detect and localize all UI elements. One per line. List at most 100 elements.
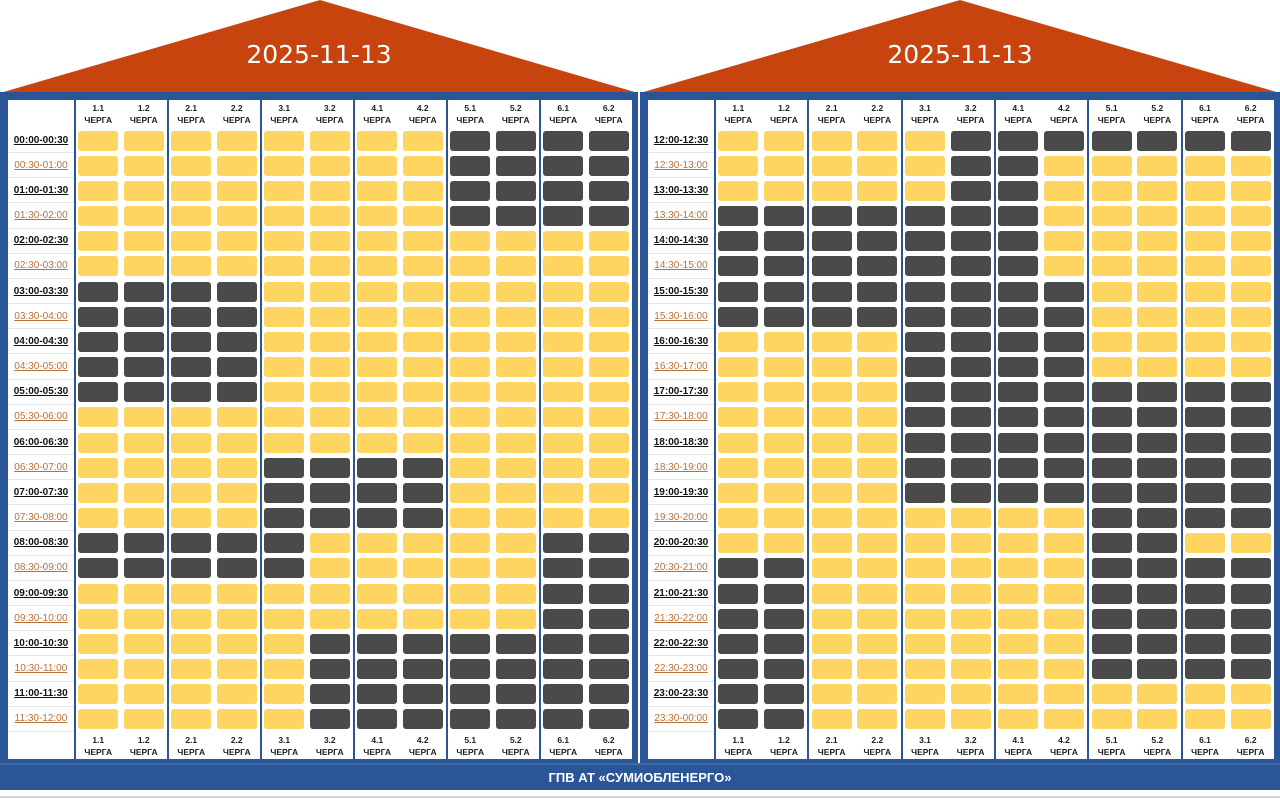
schedule-cell bbox=[1134, 581, 1181, 606]
time-slot-link[interactable]: 23:00-23:30 bbox=[648, 682, 714, 707]
time-slot-link[interactable]: 01:30-02:00 bbox=[8, 203, 74, 229]
time-slot-link[interactable]: 07:00-07:30 bbox=[8, 480, 74, 506]
time-slot-link[interactable]: 04:30-05:00 bbox=[8, 354, 74, 380]
time-slot-link[interactable]: 06:00-06:30 bbox=[8, 430, 74, 456]
time-slot-link[interactable]: 18:00-18:30 bbox=[648, 430, 714, 456]
time-slot-link[interactable]: 08:30-09:00 bbox=[8, 556, 74, 581]
time-slot-link[interactable]: 23:30-00:00 bbox=[648, 707, 714, 732]
schedule-cell bbox=[1180, 228, 1228, 254]
time-slot-link[interactable]: 00:30-01:00 bbox=[8, 153, 74, 179]
time-slot-link[interactable]: 09:00-09:30 bbox=[8, 581, 74, 607]
schedule-cell bbox=[446, 278, 493, 305]
time-slot-link[interactable]: 13:00-13:30 bbox=[648, 178, 714, 204]
time-slot-link[interactable]: 21:00-21:30 bbox=[648, 581, 714, 607]
queue-label: ЧЕРГА bbox=[270, 115, 299, 125]
power-on-block bbox=[811, 558, 852, 579]
time-slot-link[interactable]: 07:30-08:00 bbox=[8, 505, 74, 531]
roof-shape bbox=[0, 0, 638, 93]
queue-number: 3.1 bbox=[278, 103, 291, 113]
time-slot-link[interactable]: 00:00-00:30 bbox=[8, 128, 74, 154]
power-on-block bbox=[123, 155, 164, 176]
queue-label: ЧЕРГА bbox=[501, 746, 530, 757]
time-slot-link[interactable]: 20:00-20:30 bbox=[648, 531, 714, 556]
outage-block bbox=[1137, 608, 1178, 629]
power-on-block bbox=[543, 281, 584, 302]
time-slot-link[interactable]: 14:00-14:30 bbox=[648, 229, 714, 254]
time-slot-link[interactable]: 10:00-10:30 bbox=[8, 631, 74, 657]
schedule-cell bbox=[539, 228, 586, 254]
outage-block bbox=[402, 709, 443, 730]
time-slot-link[interactable]: 06:30-07:00 bbox=[8, 455, 74, 481]
time-slot-link[interactable]: 02:00-02:30 bbox=[8, 229, 74, 254]
outage-block bbox=[950, 155, 991, 176]
time-slot-link[interactable]: 21:30-22:00 bbox=[648, 606, 714, 632]
queue-number: 5.1 bbox=[1105, 734, 1118, 745]
time-slot-link[interactable]: 18:30-19:00 bbox=[648, 455, 714, 481]
power-on-block bbox=[904, 533, 945, 554]
schedule-cell bbox=[307, 631, 354, 656]
time-slot-link[interactable]: 15:30-16:00 bbox=[648, 304, 714, 330]
queue-header-top: 4.2 ЧЕРГА bbox=[400, 100, 447, 128]
time-slot-link[interactable]: 22:00-22:30 bbox=[648, 631, 714, 657]
schedule-cell bbox=[121, 631, 168, 656]
time-slot-link[interactable]: 01:00-01:30 bbox=[8, 178, 74, 204]
schedule-cell bbox=[400, 304, 447, 329]
queue-header-bottom: 2.2 ЧЕРГА bbox=[854, 732, 901, 759]
schedule-cell bbox=[353, 681, 400, 707]
schedule-cell bbox=[1227, 153, 1274, 178]
schedule-cell bbox=[761, 380, 808, 405]
power-on-block bbox=[357, 331, 398, 352]
schedule-cell bbox=[1041, 229, 1088, 254]
time-slot-link[interactable]: 19:00-19:30 bbox=[648, 480, 714, 506]
time-slot-link[interactable]: 12:00-12:30 bbox=[648, 128, 714, 154]
time-slot-link[interactable]: 11:30-12:00 bbox=[8, 707, 74, 732]
time-slot-link[interactable]: 20:30-21:00 bbox=[648, 556, 714, 581]
queue-header-bottom: 3.1 ЧЕРГА bbox=[260, 731, 307, 759]
time-slot-link[interactable]: 04:00-04:30 bbox=[8, 329, 74, 355]
outage-block bbox=[904, 457, 945, 478]
time-slot-link[interactable]: 05:00-05:30 bbox=[8, 380, 74, 405]
schedule-cell bbox=[900, 455, 948, 481]
time-slot-link[interactable]: 13:30-14:00 bbox=[648, 203, 714, 229]
schedule-cell bbox=[947, 505, 994, 530]
time-slot-link[interactable]: 22:30-23:00 bbox=[648, 656, 714, 682]
time-slot-link[interactable]: 19:30-20:00 bbox=[648, 505, 714, 531]
time-slot-link[interactable]: 11:00-11:30 bbox=[8, 682, 74, 707]
time-slot-link[interactable]: 17:30-18:00 bbox=[648, 405, 714, 430]
time-slot-link[interactable]: 02:30-03:00 bbox=[8, 254, 74, 279]
schedule-cell bbox=[714, 480, 761, 506]
schedule-cell bbox=[167, 178, 214, 204]
queue-number: 5.2 bbox=[509, 103, 522, 113]
time-slot-link[interactable]: 05:30-06:00 bbox=[8, 405, 74, 430]
time-slot-link[interactable]: 16:30-17:00 bbox=[648, 354, 714, 380]
power-on-block bbox=[543, 508, 584, 529]
schedule-cell bbox=[807, 631, 854, 657]
time-slot-link[interactable]: 12:30-13:00 bbox=[648, 153, 714, 179]
schedule-cell bbox=[586, 279, 633, 304]
schedule-cell bbox=[714, 455, 761, 481]
power-on-block bbox=[450, 382, 491, 403]
power-on-block bbox=[123, 206, 164, 227]
time-slot-link[interactable]: 09:30-10:00 bbox=[8, 606, 74, 632]
power-on-block bbox=[495, 256, 536, 277]
power-on-block bbox=[718, 432, 759, 453]
time-slot-link[interactable]: 17:00-17:30 bbox=[648, 380, 714, 405]
time-slot-link[interactable]: 03:30-04:00 bbox=[8, 304, 74, 330]
schedule-cell bbox=[446, 304, 493, 330]
schedule-cell bbox=[1087, 656, 1134, 682]
queue-label: ЧЕРГА bbox=[1236, 746, 1265, 757]
time-slot-link[interactable]: 14:30-15:00 bbox=[648, 254, 714, 279]
time-slot-link[interactable]: 10:30-11:00 bbox=[8, 656, 74, 682]
time-slot-link[interactable]: 08:00-08:30 bbox=[8, 531, 74, 556]
outage-block bbox=[998, 331, 1039, 352]
schedule-cell bbox=[807, 178, 854, 204]
queue-number: 1.1 bbox=[92, 734, 105, 745]
power-on-block bbox=[123, 508, 164, 529]
time-slot-link[interactable]: 03:00-03:30 bbox=[8, 279, 74, 305]
power-on-block bbox=[904, 583, 945, 604]
time-slot-link[interactable]: 16:00-16:30 bbox=[648, 329, 714, 355]
outage-block bbox=[171, 533, 212, 554]
queue-header-top: 3.1 ЧЕРГА bbox=[260, 100, 307, 128]
outage-block bbox=[357, 457, 398, 478]
time-slot-link[interactable]: 15:00-15:30 bbox=[648, 279, 714, 305]
